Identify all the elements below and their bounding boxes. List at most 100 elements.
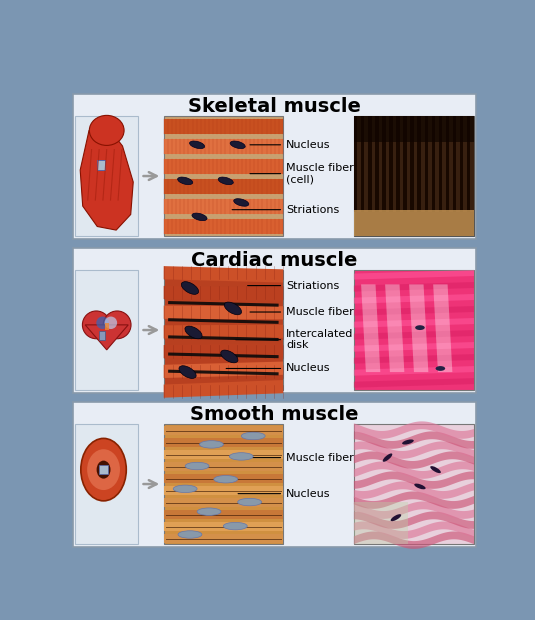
Text: Muscle fiber
(cell): Muscle fiber (cell)	[250, 163, 354, 184]
Polygon shape	[164, 343, 283, 358]
Bar	[375, 116, 379, 212]
Ellipse shape	[197, 508, 221, 515]
Bar	[364, 116, 368, 212]
Bar	[164, 487, 283, 495]
Ellipse shape	[181, 281, 198, 294]
Polygon shape	[85, 325, 128, 350]
Text: Striations: Striations	[232, 205, 339, 215]
Bar	[354, 116, 474, 236]
Ellipse shape	[178, 531, 202, 538]
Bar	[382, 116, 386, 212]
Polygon shape	[164, 306, 283, 319]
Bar	[73, 249, 476, 393]
Polygon shape	[385, 285, 404, 372]
Bar	[164, 159, 283, 174]
Polygon shape	[354, 330, 474, 340]
Bar	[357, 116, 361, 212]
Ellipse shape	[435, 366, 445, 371]
Bar	[410, 116, 414, 212]
Bar	[164, 179, 283, 195]
Polygon shape	[164, 380, 283, 398]
Bar	[75, 270, 138, 390]
Bar	[164, 474, 283, 484]
Circle shape	[96, 317, 109, 329]
Bar	[467, 116, 470, 212]
Ellipse shape	[230, 141, 245, 149]
Circle shape	[105, 317, 117, 329]
Bar	[164, 424, 283, 544]
Ellipse shape	[224, 302, 241, 315]
Bar	[164, 510, 283, 520]
Bar	[470, 116, 474, 212]
Polygon shape	[164, 286, 283, 301]
Bar	[164, 498, 283, 507]
Ellipse shape	[430, 466, 441, 473]
Bar	[164, 450, 283, 459]
Text: Muscle fiber: Muscle fiber	[250, 307, 354, 317]
Bar	[164, 463, 283, 471]
Bar	[400, 116, 403, 212]
Bar	[164, 199, 283, 215]
Ellipse shape	[87, 450, 120, 490]
Circle shape	[82, 311, 110, 339]
Ellipse shape	[178, 177, 193, 185]
Polygon shape	[354, 342, 474, 352]
Bar	[164, 219, 283, 234]
Bar	[354, 210, 474, 236]
Polygon shape	[354, 306, 474, 316]
Bar	[386, 116, 389, 212]
Ellipse shape	[173, 485, 197, 492]
Bar	[164, 534, 283, 544]
Bar	[73, 402, 476, 547]
Bar	[379, 116, 382, 212]
Ellipse shape	[185, 326, 202, 339]
Polygon shape	[361, 285, 380, 372]
Bar	[354, 502, 408, 544]
Bar	[425, 116, 428, 212]
Bar	[354, 270, 474, 390]
Circle shape	[103, 311, 131, 339]
Bar	[446, 116, 449, 212]
Ellipse shape	[221, 350, 238, 363]
Bar	[442, 116, 446, 212]
Text: Intercalated
disk: Intercalated disk	[236, 329, 354, 350]
Bar	[439, 116, 442, 212]
Ellipse shape	[81, 438, 126, 501]
Ellipse shape	[192, 213, 207, 221]
Bar	[75, 424, 138, 544]
Bar	[389, 116, 393, 212]
Ellipse shape	[238, 498, 262, 506]
Text: Cardiac muscle: Cardiac muscle	[191, 250, 357, 270]
Polygon shape	[354, 318, 474, 327]
Polygon shape	[354, 270, 474, 280]
Bar	[396, 116, 400, 212]
Text: Skeletal muscle: Skeletal muscle	[188, 97, 361, 116]
Bar	[368, 116, 371, 212]
Ellipse shape	[214, 476, 238, 483]
Polygon shape	[354, 294, 474, 304]
Bar	[449, 116, 453, 212]
Polygon shape	[164, 325, 283, 339]
Ellipse shape	[414, 484, 426, 489]
Bar	[164, 270, 283, 390]
Bar	[432, 116, 435, 212]
Bar	[164, 523, 283, 531]
Bar	[407, 116, 410, 212]
Bar	[456, 116, 460, 212]
Bar	[417, 116, 421, 212]
Ellipse shape	[402, 440, 414, 445]
Bar	[463, 116, 467, 212]
Ellipse shape	[179, 366, 196, 378]
Ellipse shape	[89, 115, 124, 146]
Polygon shape	[164, 361, 283, 378]
Ellipse shape	[241, 432, 265, 440]
Bar	[393, 116, 396, 212]
Ellipse shape	[218, 177, 233, 185]
Text: Striations: Striations	[248, 281, 339, 291]
Polygon shape	[80, 126, 133, 230]
Bar	[414, 116, 417, 212]
Ellipse shape	[391, 514, 401, 521]
Bar	[75, 116, 138, 236]
Polygon shape	[354, 282, 474, 291]
Bar	[105, 324, 109, 330]
